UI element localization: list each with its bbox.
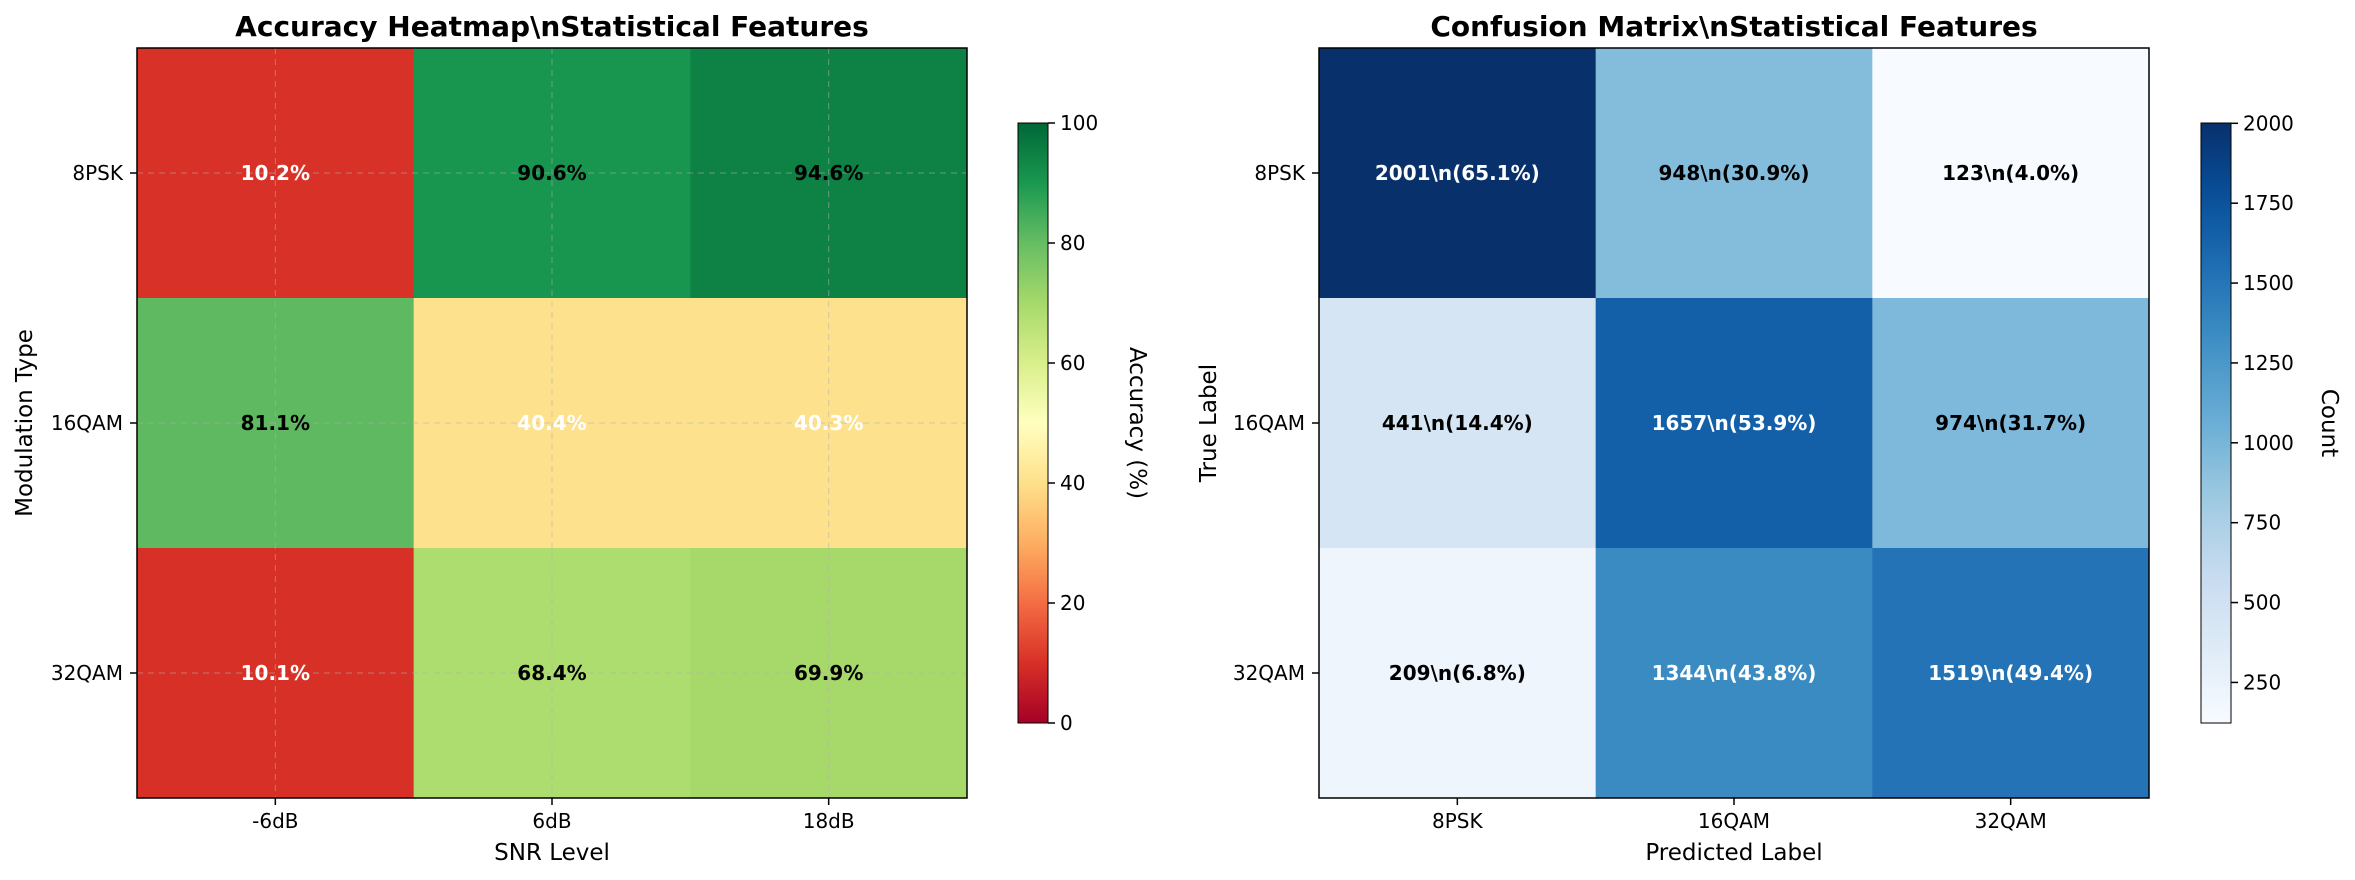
- accuracy-heatmap-cell-label: 10.2%: [241, 161, 310, 185]
- confusion-matrix-title: Confusion Matrix\nStatistical Features: [1430, 10, 2037, 43]
- accuracy-heatmap-y-ticks: 8PSK 16QAM 32QAM: [51, 161, 137, 685]
- confusion-matrix-cell-8psk-8psk: [1319, 48, 1597, 299]
- count-colorbar: [2200, 122, 2232, 724]
- confusion-matrix: Confusion Matrix\nStatistical Features 2…: [1196, 10, 2342, 866]
- confusion-matrix-x-tick-label: 16QAM: [1698, 809, 1770, 833]
- accuracy-colorbar-tick-label: 60: [1060, 351, 1085, 375]
- confusion-matrix-cell-label: 441\n(14.4%): [1382, 411, 1533, 435]
- confusion-matrix-x-axis-label: Predicted Label: [1645, 840, 1822, 866]
- accuracy-heatmap-cell-label: 69.9%: [794, 661, 863, 685]
- confusion-matrix-cell-8psk-16qam: [1595, 48, 1873, 299]
- accuracy-heatmap-x-tick-label: 18dB: [803, 809, 855, 833]
- count-colorbar-tick-label: 2000: [2243, 111, 2294, 135]
- confusion-matrix-cells: [1319, 48, 2150, 799]
- count-colorbar-tick-label: 1500: [2243, 271, 2294, 295]
- accuracy-colorbar-tick-label: 40: [1060, 471, 1085, 495]
- accuracy-heatmap-x-axis-label: SNR Level: [494, 840, 610, 866]
- confusion-matrix-cell-32qam-32qam: [1872, 548, 2150, 799]
- confusion-matrix-y-axis-label: True Label: [1196, 364, 1222, 483]
- accuracy-colorbar-tick-label: 80: [1060, 231, 1085, 255]
- accuracy-colorbar-tick-label: 20: [1060, 591, 1085, 615]
- confusion-matrix-cell-label: 1657\n(53.9%): [1652, 411, 1817, 435]
- accuracy-heatmap-x-tick-label: 6dB: [532, 809, 571, 833]
- confusion-matrix-cell-labels: 2001\n(65.1%) 948\n(30.9%) 123\n(4.0%) 441\…: [1375, 161, 2093, 685]
- confusion-matrix-cell-label: 123\n(4.0%): [1942, 161, 2079, 185]
- count-colorbar-ticks: 250 500 750 1000 1250 1500 1750 2000: [2231, 111, 2294, 694]
- accuracy-colorbar-ticks: 0 20 40 60 80 100: [1048, 111, 1098, 735]
- accuracy-heatmap-y-tick-label: 8PSK: [72, 161, 123, 185]
- accuracy-heatmap: Accuracy Heatmap\nStatistical Features 1…: [12, 10, 1150, 866]
- accuracy-heatmap-cell-label: 10.1%: [241, 661, 310, 685]
- confusion-matrix-cell-32qam-16qam: [1595, 548, 1873, 799]
- accuracy-heatmap-x-tick-label: -6dB: [252, 809, 298, 833]
- accuracy-colorbar-tick-label: 100: [1060, 111, 1098, 135]
- count-colorbar-tick-label: 250: [2243, 670, 2281, 694]
- confusion-matrix-x-tick-label: 32QAM: [1975, 809, 2047, 833]
- accuracy-heatmap-y-tick-label: 16QAM: [51, 411, 123, 435]
- accuracy-heatmap-cell-label: 40.4%: [517, 411, 586, 435]
- accuracy-heatmap-cell-label: 81.1%: [241, 411, 310, 435]
- accuracy-heatmap-x-ticks: -6dB 6dB 18dB: [252, 798, 855, 833]
- accuracy-heatmap-y-tick-label: 32QAM: [51, 661, 123, 685]
- confusion-matrix-cell-label: 974\n(31.7%): [1935, 411, 2086, 435]
- confusion-matrix-cell-label: 1519\n(49.4%): [1928, 661, 2093, 685]
- accuracy-heatmap-title: Accuracy Heatmap\nStatistical Features: [235, 10, 869, 43]
- accuracy-heatmap-y-axis-label: Modulation Type: [12, 329, 38, 517]
- confusion-matrix-cell-16qam-8psk: [1319, 298, 1597, 549]
- confusion-matrix-y-tick-label: 16QAM: [1233, 411, 1305, 435]
- accuracy-heatmap-grid: [137, 48, 967, 798]
- accuracy-colorbar: [1017, 122, 1049, 724]
- accuracy-heatmap-cell-labels: 10.2% 90.6% 94.6% 81.1% 40.4% 40.3% 10.1% 68.4%…: [241, 161, 864, 685]
- confusion-matrix-x-ticks: 8PSK 16QAM 32QAM: [1432, 798, 2047, 833]
- confusion-matrix-cell-label: 1344\n(43.8%): [1652, 661, 1817, 685]
- accuracy-heatmap-cell-label: 90.6%: [517, 161, 586, 185]
- count-colorbar-tick-label: 1250: [2243, 351, 2294, 375]
- count-colorbar-tick-label: 500: [2243, 591, 2281, 615]
- count-colorbar-tick-label: 1750: [2243, 191, 2294, 215]
- accuracy-colorbar-tick-label: 0: [1060, 711, 1073, 735]
- confusion-matrix-y-tick-label: 32QAM: [1233, 661, 1305, 685]
- accuracy-heatmap-cell-label: 40.3%: [794, 411, 863, 435]
- count-colorbar-label: Count: [2316, 389, 2342, 457]
- accuracy-heatmap-cell-label: 68.4%: [517, 661, 586, 685]
- count-colorbar-tick-label: 750: [2243, 511, 2281, 535]
- accuracy-colorbar-label: Accuracy (%): [1124, 347, 1150, 499]
- confusion-matrix-x-tick-label: 8PSK: [1432, 809, 1483, 833]
- confusion-matrix-cell-label: 948\n(30.9%): [1659, 161, 1810, 185]
- accuracy-heatmap-cell-label: 94.6%: [794, 161, 863, 185]
- confusion-matrix-cell-16qam-32qam: [1872, 298, 2150, 549]
- confusion-matrix-cell-label: 209\n(6.8%): [1389, 661, 1526, 685]
- count-colorbar-tick-label: 1000: [2243, 431, 2294, 455]
- confusion-matrix-y-ticks: 8PSK 16QAM 32QAM: [1233, 161, 1319, 685]
- confusion-matrix-cell-label: 2001\n(65.1%): [1375, 161, 1540, 185]
- confusion-matrix-cell-8psk-32qam: [1872, 48, 2150, 299]
- confusion-matrix-cell-16qam-16qam: [1595, 298, 1873, 549]
- confusion-matrix-y-tick-label: 8PSK: [1254, 161, 1305, 185]
- confusion-matrix-cell-32qam-8psk: [1319, 548, 1597, 799]
